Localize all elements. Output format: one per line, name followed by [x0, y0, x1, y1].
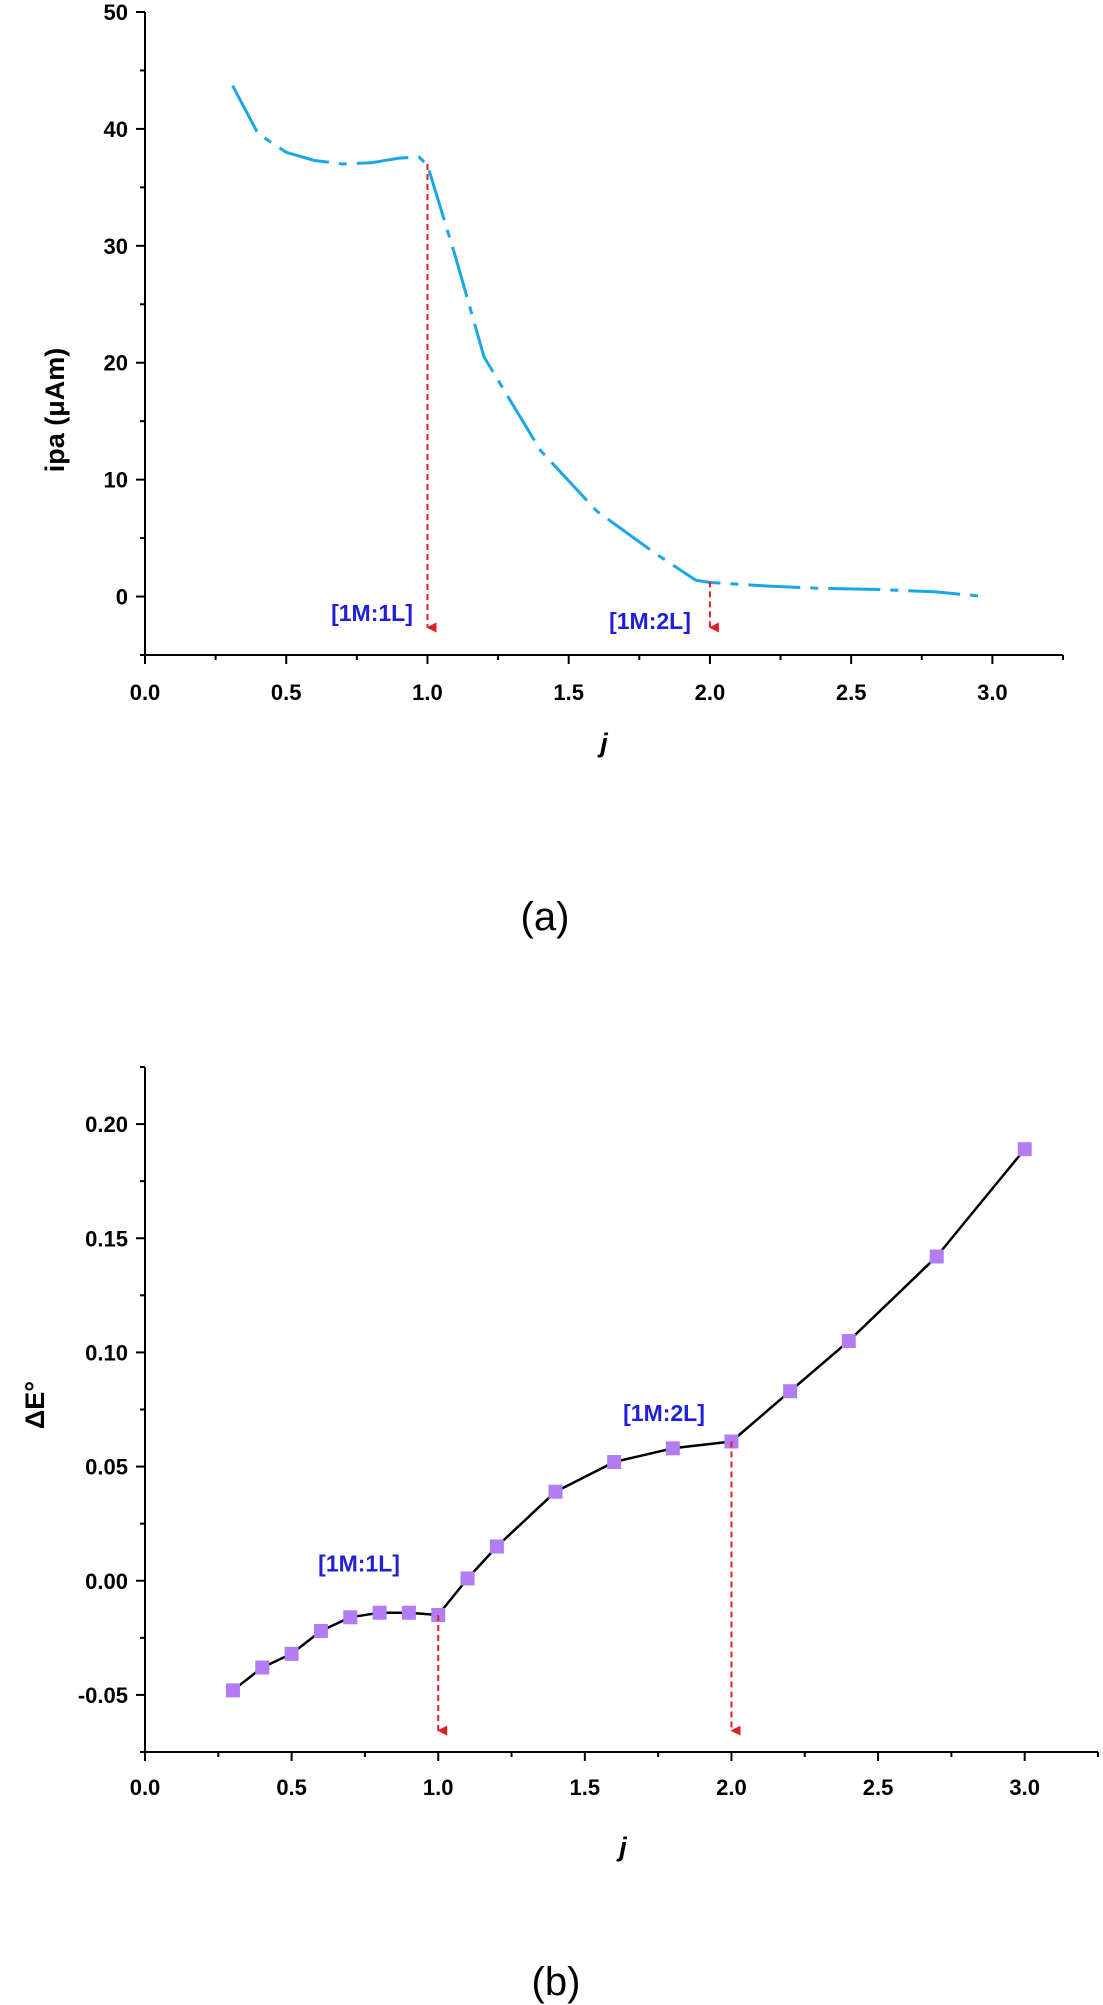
chart-panel-a: 0.0 0.5 1.0 1.5 2.0 2.5 3.0 0 10 20 30 40 50 [1M:1L]… — [40, 0, 1064, 939]
panel-a-annotation: [1M:1L] — [331, 600, 413, 626]
panel-b-y-tick-label: -0.05 — [78, 1683, 128, 1708]
panel-b-x-tick-label: 2.5 — [863, 1775, 894, 1800]
panel-a-y-tick-label: 20 — [104, 351, 128, 376]
chart-panel-b: 0.0 0.5 1.0 1.5 2.0 2.5 3.0 -0.05 0.00 0.05 0.10 0.… — [20, 1066, 1099, 2004]
panel-b-data-point — [372, 1605, 387, 1620]
panel-b-x-tick-label: 0.0 — [130, 1775, 161, 1800]
panel-a-annotations: [1M:1L] [1M:2L] — [331, 163, 719, 634]
panel-b-annotation: [1M:1L] — [318, 1551, 400, 1577]
panel-a-axes: 0.0 0.5 1.0 1.5 2.0 2.5 3.0 0 10 20 30 40 50 — [104, 0, 1064, 705]
panel-a-x-tick-label: 1.5 — [553, 680, 584, 705]
panel-a-label: (a) — [521, 895, 570, 939]
panel-b-annotation: [1M:2L] — [623, 1400, 705, 1426]
panel-b-y-axis-title: ΔE° — [20, 1381, 50, 1429]
panel-a-x-tick-label: 2.5 — [836, 680, 867, 705]
panel-a-y-tick-label: 0 — [116, 585, 128, 610]
panel-a-x-tick-label: 1.0 — [412, 680, 443, 705]
panel-a-x-tick-label: 2.0 — [695, 680, 726, 705]
panel-b-y-tick-label: 0.20 — [85, 1112, 128, 1137]
panel-b-x-tick-label: 1.5 — [570, 1775, 601, 1800]
panel-b-data-point — [255, 1660, 270, 1675]
panel-a-x-tick-label: 3.0 — [977, 680, 1008, 705]
panel-b-data-point — [489, 1539, 504, 1554]
panel-b-data-point — [460, 1571, 475, 1586]
panel-b-data-point — [343, 1610, 358, 1625]
panel-b-data-point — [929, 1249, 944, 1264]
panel-b-axes: 0.0 0.5 1.0 1.5 2.0 2.5 3.0 -0.05 0.00 0.05 0.10 0.… — [78, 1066, 1099, 1800]
panel-b-annotations: [1M:1L] [1M:2L] — [318, 1400, 741, 1736]
panel-b-y-tick-label: 0.05 — [85, 1455, 128, 1480]
panel-b-data-point — [548, 1484, 563, 1499]
panel-b-x-tick-label: 1.0 — [423, 1775, 454, 1800]
panel-a-x-axis-title: j — [597, 728, 608, 758]
panel-a-y-tick-label: 40 — [104, 117, 128, 142]
panel-b-data-point — [783, 1384, 798, 1399]
panel-b-y-tick-label: 0.00 — [85, 1569, 128, 1594]
panel-b-y-tick-label: 0.15 — [85, 1226, 128, 1251]
panel-b-data-point — [841, 1334, 856, 1348]
panel-a-data — [231, 84, 985, 598]
panel-b-x-tick-label: 2.0 — [716, 1775, 747, 1800]
panel-b-data-point — [225, 1683, 240, 1698]
panel-b-y-tick-label: 0.10 — [85, 1340, 128, 1365]
panel-b-data-point — [1017, 1142, 1032, 1157]
panel-b-data-point — [284, 1646, 299, 1661]
panel-a-y-tick-label: 50 — [104, 0, 128, 25]
panel-b-x-tick-label: 3.0 — [1009, 1775, 1040, 1800]
panel-b-data-point — [401, 1605, 416, 1620]
panel-a-y-tick-label: 10 — [104, 468, 128, 493]
panel-a-series-line — [231, 84, 985, 598]
panel-a-y-tick-label: 30 — [104, 234, 128, 259]
panel-b-data-point — [313, 1623, 328, 1638]
panel-b-x-axis-title: j — [616, 1832, 627, 1862]
panel-a-y-axis-title: ipa (μAm) — [40, 348, 70, 473]
panel-b-data-point — [607, 1455, 622, 1470]
panel-a-x-tick-label: 0.0 — [130, 680, 161, 705]
panel-b-data-point — [665, 1441, 680, 1456]
panel-b-x-tick-label: 0.5 — [276, 1775, 307, 1800]
panel-a-x-tick-label: 0.5 — [271, 680, 302, 705]
panel-a-annotation: [1M:2L] — [609, 608, 691, 634]
panel-b-label: (b) — [532, 1960, 581, 2004]
